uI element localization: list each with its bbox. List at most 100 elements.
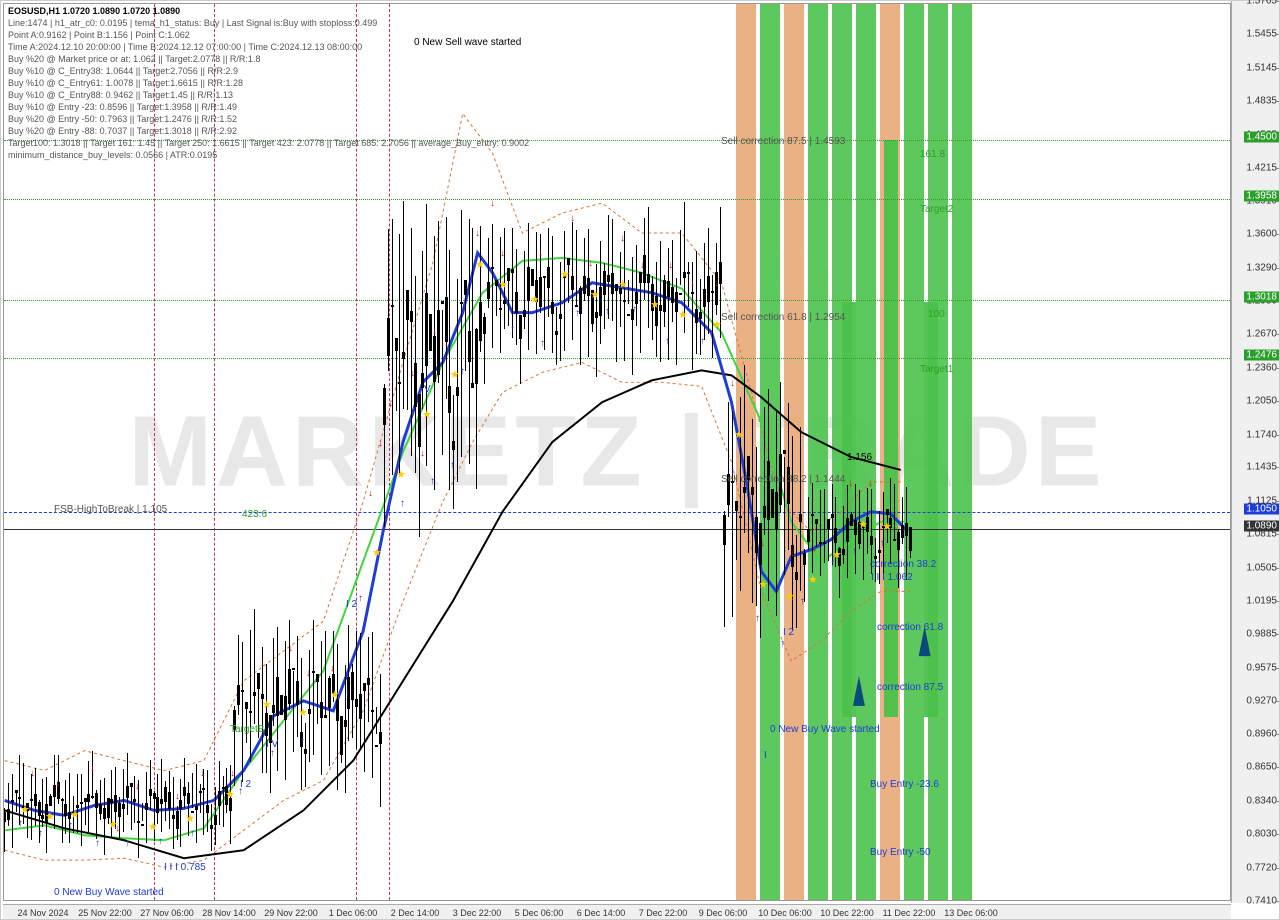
buy-arrow-icon: ↑ [125,838,130,849]
y-tick-label: 1.0195 [1246,596,1277,607]
chart-annotation: FSB-HighToBreak | 1.105 [54,504,167,515]
buy-arrow-icon: ↑ [852,546,857,557]
y-tick-label: 1.4215 [1246,162,1277,173]
chart-window: MARKETZ | TRADE ↓↓↓↓↓↓↓↓↓↓↓↓↓↓↓↓↓↓↓↓↓↓↓↓… [0,0,1280,920]
star-icon: ★ [785,590,795,603]
y-tick-label: 1.3600 [1246,229,1277,240]
y-tick-label: 1.2670 [1246,329,1277,340]
sell-arrow-icon: ↓ [640,260,645,271]
buy-arrow-icon: ↑ [460,366,465,377]
sell-arrow-icon: ↓ [368,488,373,499]
x-tick-label: 29 Nov 22:00 [264,908,318,918]
star-icon: ★ [858,518,868,531]
sell-arrow-icon: ↓ [420,448,425,459]
chart-annotation: 1.156 [847,452,872,463]
chart-annotation: Target1 [920,364,953,375]
sell-arrow-icon: ↓ [260,658,265,669]
star-icon: ★ [108,818,118,831]
star-icon: ★ [70,808,80,821]
buy-arrow-icon: ↑ [95,838,100,849]
star-icon: ★ [530,293,540,306]
buy-arrow-icon: ↑ [632,304,637,315]
sell-arrow-icon: ↓ [175,791,180,802]
chart-area[interactable]: MARKETZ | TRADE ↓↓↓↓↓↓↓↓↓↓↓↓↓↓↓↓↓↓↓↓↓↓↓↓… [3,3,1231,901]
chart-annotation: 161.8 [920,149,945,160]
sell-arrow-icon: ↓ [288,643,293,654]
x-tick-label: 6 Dec 14:00 [577,908,626,918]
star-icon: ★ [20,803,30,816]
sell-arrow-icon: ↓ [330,663,335,674]
chart-annotation: 0 New Sell wave started [414,37,521,48]
sell-arrow-icon: ↓ [500,248,505,259]
info-line: Time A:2024.12.10 20:00:00 | Time B:2024… [8,42,362,52]
chart-annotation: I [764,750,767,761]
info-line: minimum_distance_buy_levels: 0.0566 | AT… [8,150,217,160]
y-tick-label: 0.8030 [1246,829,1277,840]
horizontal-level [4,512,1230,513]
signal-bar [952,4,972,900]
chart-annotation: Target2 [920,204,953,215]
y-tick-label: 0.9885 [1246,629,1277,640]
sell-arrow-icon: ↓ [812,543,817,554]
buy-arrow-icon: ↑ [800,596,805,607]
y-tick-label: 0.8960 [1246,729,1277,740]
signal-bar [904,4,924,900]
sell-arrow-icon: ↓ [432,326,437,337]
buy-arrow-icon: ↑ [510,324,515,335]
sell-arrow-icon: ↓ [200,768,205,779]
buy-arrow-icon: ↑ [345,688,350,699]
sell-arrow-icon: ↓ [588,258,593,269]
horizontal-level [4,300,1230,301]
y-axis: 0.74100.77200.80300.83400.86500.89600.92… [1231,1,1279,903]
y-tick-label: 1.2050 [1246,396,1277,407]
chart-annotation: V [424,384,431,395]
y-tick-label: 1.5145 [1246,62,1277,73]
horizontal-level [4,199,1230,200]
x-tick-label: 5 Dec 06:00 [515,908,564,918]
sell-arrow-icon: ↓ [475,228,480,239]
buy-arrow-icon: ↑ [358,593,363,604]
sell-arrow-icon: ↓ [410,368,415,379]
y-tick-label: 1.5765 [1246,0,1277,7]
chart-annotation: Sell correction 38.2 | 1.1444 [721,474,845,485]
star-icon: ★ [450,368,460,381]
star-icon: ★ [225,788,235,801]
info-line: Buy %10 @ C_Entry88: 0.9462 || Target:1.… [8,90,233,100]
star-icon: ★ [475,258,485,271]
sell-arrow-icon: ↓ [55,778,60,789]
sell-arrow-icon: ↓ [760,538,765,549]
x-tick-label: 28 Nov 14:00 [202,908,256,918]
x-tick-label: 25 Nov 22:00 [78,908,132,918]
y-tick-label: 1.0505 [1246,562,1277,573]
y-tick-label: 1.4835 [1246,96,1277,107]
chart-annotation: 423.6 [242,509,267,520]
star-icon: ★ [262,698,272,711]
buy-arrow-icon: ↑ [755,613,760,624]
star-icon: ★ [758,578,768,591]
sell-arrow-icon: ↓ [388,398,393,409]
price-level-tag: 1.2476 [1244,350,1279,361]
star-icon: ★ [298,706,308,719]
sell-arrow-icon: ↓ [730,378,735,389]
buy-arrow-icon: ↑ [18,818,23,829]
x-tick-label: 10 Dec 06:00 [758,908,812,918]
chart-annotation: I I I 0.785 [164,862,206,873]
buy-arrow-icon: ↑ [38,828,43,839]
x-tick-label: 11 Dec 22:00 [883,908,936,918]
chart-annotation: I V [266,739,278,750]
sell-arrow-icon: ↓ [714,278,719,289]
star-icon: ★ [808,573,818,586]
x-axis: 24 Nov 202425 Nov 22:0027 Nov 06:0028 No… [3,904,1231,919]
buy-arrow-icon: ↑ [430,476,435,487]
info-line: Line:1474 | h1_atr_c0: 0.0195 | tema_h1_… [8,18,377,28]
star-icon: ★ [560,268,570,281]
star-icon: ★ [330,688,340,701]
star-icon: ★ [45,810,55,823]
info-line: Point A:0.9162 | Point B:1.156 | Point C… [8,30,190,40]
sell-arrow-icon: ↓ [490,198,495,209]
chart-annotation: Sell correction 61.8 | 1.2954 [721,312,845,323]
buy-arrow-icon: ↑ [68,820,73,831]
sell-arrow-icon: ↓ [135,781,140,792]
chart-annotation: Buy Entry -23.6 [870,779,939,790]
buy-arrow-icon: ↑ [450,460,455,471]
